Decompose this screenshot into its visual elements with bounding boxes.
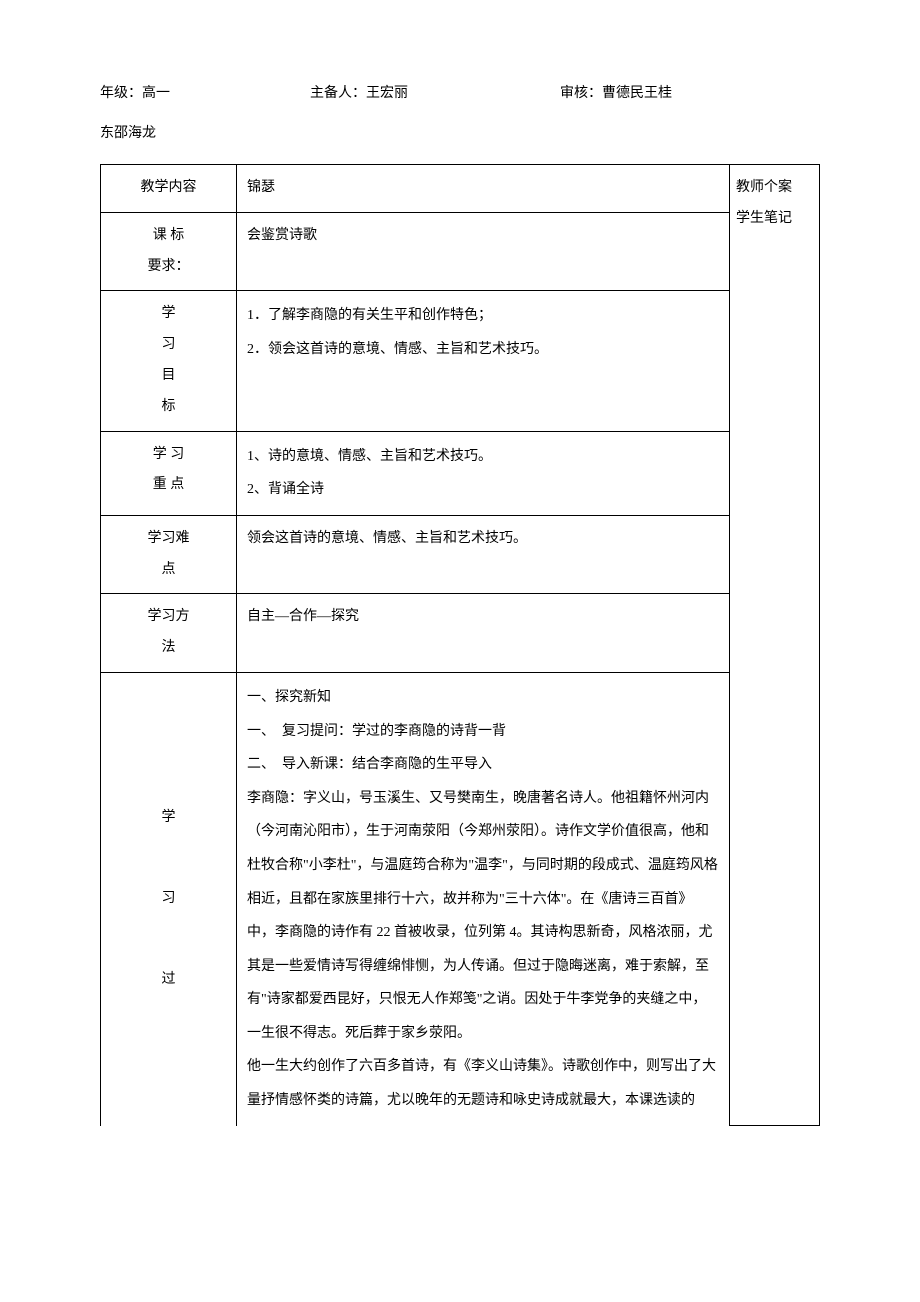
lesson-plan-table: 教学内容 锦瑟 教师个案 学生笔记 课 标 要求： 会鉴赏诗歌 学 习 目 标 … <box>100 164 820 1126</box>
process-p4: 李商隐：字义山，号玉溪生、又号樊南生，晚唐著名诗人。他祖籍怀州河内（今河南沁阳市… <box>247 782 719 1051</box>
objectives-content: 1．了解李商隐的有关生平和创作特色； 2．领会这首诗的意境、情感、主旨和艺术技巧… <box>237 291 730 431</box>
row-standard: 课 标 要求： 会鉴赏诗歌 <box>101 212 820 291</box>
grade-segment: 年级：高一 <box>100 80 310 108</box>
method-label-l1: 学习方 <box>107 602 230 633</box>
difficulty-label: 学习难 点 <box>101 515 237 594</box>
standard-label-l2: 要求： <box>107 252 230 283</box>
objectives-label-c2: 习 <box>107 330 230 361</box>
method-label-l2: 法 <box>107 633 230 664</box>
reviewer-segment: 审核：曹德民王桂 <box>560 80 820 108</box>
standard-label-l1: 课 标 <box>107 221 230 252</box>
process-label-c3: 过 <box>107 965 230 996</box>
row-process: 学 习 过 一、探究新知 一、 复习提问：学过的李商隐的诗背一背 二、 导入新课… <box>101 672 820 1125</box>
notes-line2: 学生笔记 <box>736 204 813 235</box>
process-p1: 一、探究新知 <box>247 681 719 715</box>
objectives-line2: 2．领会这首诗的意境、情感、主旨和艺术技巧。 <box>247 333 719 367</box>
row-focus: 学 习 重 点 1、诗的意境、情感、主旨和艺术技巧。 2、背诵全诗 <box>101 431 820 515</box>
standard-value: 会鉴赏诗歌 <box>237 212 730 291</box>
process-label-c2: 习 <box>107 884 230 915</box>
focus-line1: 1、诗的意境、情感、主旨和艺术技巧。 <box>247 440 719 474</box>
method-value: 自主—合作—探究 <box>237 594 730 673</box>
objectives-label-c3: 目 <box>107 361 230 392</box>
process-p3: 二、 导入新课：结合李商隐的生平导入 <box>247 748 719 782</box>
preparer-value: 王宏丽 <box>366 86 408 101</box>
focus-line2: 2、背诵全诗 <box>247 473 719 507</box>
preparer-segment: 主备人：王宏丽 <box>310 80 560 108</box>
objectives-label: 学 习 目 标 <box>101 291 237 431</box>
teaching-content-label: 教学内容 <box>101 165 237 213</box>
row-method: 学习方 法 自主—合作—探究 <box>101 594 820 673</box>
standard-label: 课 标 要求： <box>101 212 237 291</box>
grade-value: 高一 <box>142 86 170 101</box>
focus-label-l2: 重 点 <box>107 470 230 501</box>
notes-line1: 教师个案 <box>736 173 813 204</box>
row-objectives: 学 习 目 标 1．了解李商隐的有关生平和创作特色； 2．领会这首诗的意境、情感… <box>101 291 820 431</box>
objectives-line1: 1．了解李商隐的有关生平和创作特色； <box>247 299 719 333</box>
row-teaching-content: 教学内容 锦瑟 教师个案 学生笔记 <box>101 165 820 213</box>
reviewer-value: 曹德民王桂 <box>602 86 672 101</box>
teaching-content-value: 锦瑟 <box>237 165 730 213</box>
header-row-1: 年级：高一 主备人：王宏丽 审核：曹德民王桂 <box>100 80 820 108</box>
preparer-label: 主备人： <box>310 86 366 101</box>
grade-label: 年级： <box>100 86 142 101</box>
process-label: 学 习 过 <box>101 672 237 1125</box>
difficulty-value: 领会这首诗的意境、情感、主旨和艺术技巧。 <box>237 515 730 594</box>
process-label-c1: 学 <box>107 803 230 834</box>
objectives-label-c4: 标 <box>107 392 230 423</box>
process-content: 一、探究新知 一、 复习提问：学过的李商隐的诗背一背 二、 导入新课：结合李商隐… <box>237 672 730 1125</box>
process-p2: 一、 复习提问：学过的李商隐的诗背一背 <box>247 715 719 749</box>
focus-label-l1: 学 习 <box>107 440 230 471</box>
difficulty-label-l1: 学习难 <box>107 524 230 555</box>
reviewer-label: 审核： <box>560 86 602 101</box>
difficulty-label-l2: 点 <box>107 555 230 586</box>
row-difficulty: 学习难 点 领会这首诗的意境、情感、主旨和艺术技巧。 <box>101 515 820 594</box>
notes-column: 教师个案 学生笔记 <box>730 165 820 1126</box>
method-label: 学习方 法 <box>101 594 237 673</box>
reviewer-line2: 东邵海龙 <box>100 126 156 141</box>
focus-label: 学 习 重 点 <box>101 431 237 515</box>
header-row-2: 东邵海龙 <box>100 120 820 148</box>
process-p5: 他一生大约创作了六百多首诗，有《李义山诗集》。诗歌创作中，则写出了大量抒情感怀类… <box>247 1050 719 1117</box>
objectives-label-c1: 学 <box>107 299 230 330</box>
focus-content: 1、诗的意境、情感、主旨和艺术技巧。 2、背诵全诗 <box>237 431 730 515</box>
